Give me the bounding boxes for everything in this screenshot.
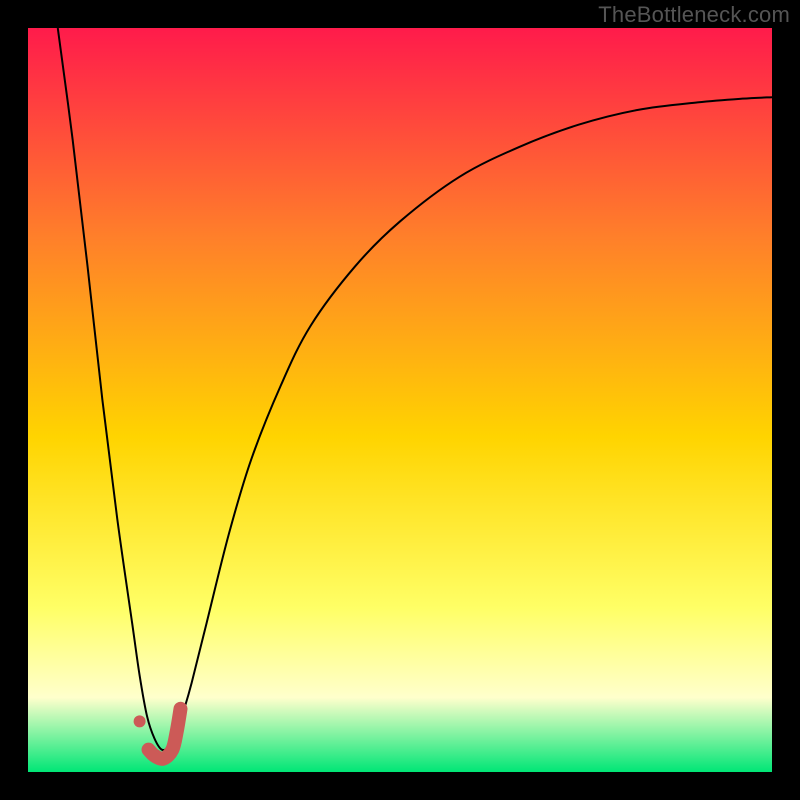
chart-container: TheBottleneck.com	[0, 0, 800, 800]
gradient-background	[28, 28, 772, 772]
plot-svg	[28, 28, 772, 772]
plot-area	[28, 28, 772, 772]
optimal-marker-dot	[134, 715, 146, 727]
watermark-text: TheBottleneck.com	[598, 2, 790, 28]
